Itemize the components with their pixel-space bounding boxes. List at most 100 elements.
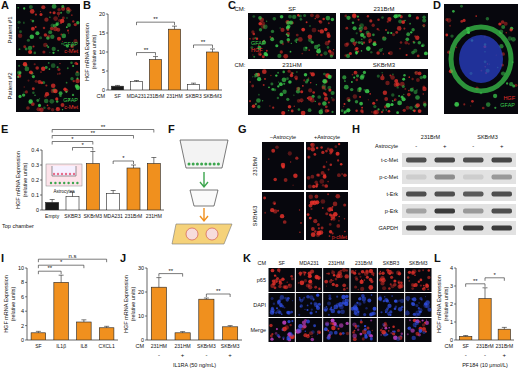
band-label: p-Erk <box>385 208 398 214</box>
tick <box>40 150 42 151</box>
cell <box>54 182 56 184</box>
cell <box>47 46 49 48</box>
cell <box>368 99 369 100</box>
cell <box>367 33 372 38</box>
error-bar <box>153 57 158 60</box>
cell <box>275 311 278 314</box>
cell <box>422 319 424 321</box>
cell <box>352 334 357 339</box>
bars <box>46 152 161 211</box>
cell <box>40 11 41 12</box>
cell <box>416 78 420 82</box>
cell <box>253 56 255 58</box>
cell <box>311 72 315 76</box>
cell <box>294 106 296 108</box>
cell <box>370 338 373 341</box>
cell <box>382 36 384 38</box>
cell <box>298 108 301 111</box>
cell <box>262 69 267 74</box>
cell <box>51 108 54 111</box>
cell <box>362 330 367 335</box>
cell <box>358 87 361 90</box>
cell <box>357 50 359 52</box>
category-label: MDA231 <box>127 93 147 99</box>
cell <box>322 84 326 88</box>
cell <box>328 89 331 92</box>
cell <box>217 163 220 166</box>
cell <box>273 17 277 21</box>
tick-label: 3 <box>450 283 453 289</box>
micrograph <box>351 268 377 292</box>
cell <box>316 84 317 85</box>
cell <box>188 163 191 166</box>
cell <box>509 82 513 86</box>
cell <box>366 46 371 51</box>
cell <box>39 36 42 39</box>
tick-label: 0.4 <box>31 147 39 153</box>
cell <box>330 151 332 153</box>
cell <box>387 334 389 336</box>
cell <box>336 296 338 298</box>
cell <box>66 26 68 28</box>
cell <box>300 222 302 224</box>
cell <box>391 295 393 297</box>
bar <box>187 84 199 90</box>
cell <box>415 36 419 40</box>
cell <box>310 200 315 205</box>
cell <box>354 330 356 332</box>
cell <box>299 209 300 210</box>
cell <box>35 66 39 70</box>
row-label: Patient #2 <box>7 72 13 100</box>
cell <box>72 65 74 67</box>
cell <box>372 33 375 36</box>
cell <box>390 32 392 34</box>
band-label: t-c-Met <box>381 157 399 163</box>
cell <box>40 71 42 73</box>
cell <box>364 26 368 30</box>
cell <box>368 285 373 290</box>
cell <box>279 271 280 272</box>
cell <box>327 46 330 49</box>
error-bar <box>36 331 41 332</box>
cell <box>72 80 74 82</box>
cell <box>387 17 391 21</box>
cell <box>322 18 325 21</box>
cell <box>252 104 255 107</box>
cell <box>357 88 362 93</box>
cell <box>413 41 415 43</box>
cell <box>400 299 404 303</box>
tick-label: 5 <box>102 68 105 74</box>
cell <box>405 37 409 41</box>
column-label: MDA231 <box>299 260 319 266</box>
cell <box>383 323 387 327</box>
cell <box>417 313 420 316</box>
tick-label: 15 <box>99 30 105 36</box>
tick <box>25 268 27 269</box>
cell <box>69 173 71 175</box>
cell <box>55 22 59 26</box>
error-bar <box>50 200 55 203</box>
significance-bracket <box>159 274 183 277</box>
cell <box>282 327 287 332</box>
cell <box>264 52 268 56</box>
cell <box>344 103 346 105</box>
cell <box>309 25 310 26</box>
cell <box>380 281 384 285</box>
cell <box>406 32 410 36</box>
cell <box>57 12 61 16</box>
significance-bracket <box>113 161 133 164</box>
significance-label: * <box>122 155 125 161</box>
cell <box>363 313 366 316</box>
cell <box>60 22 62 24</box>
cell <box>282 321 286 325</box>
cell <box>324 327 328 331</box>
cell <box>25 90 28 93</box>
micrograph-bg <box>296 268 322 292</box>
cell <box>290 51 292 53</box>
cell <box>47 34 50 37</box>
arrow <box>200 172 208 187</box>
tick-label: 20 <box>138 289 144 295</box>
cell <box>314 230 317 233</box>
cell <box>259 53 261 55</box>
cell <box>345 299 347 301</box>
